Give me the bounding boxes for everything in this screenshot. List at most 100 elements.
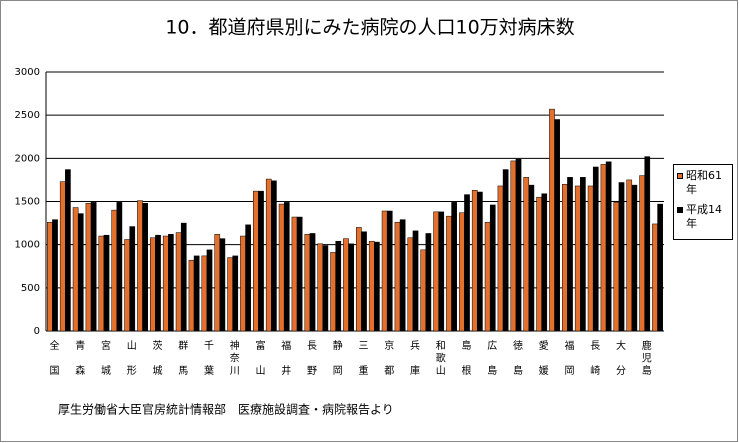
x-tick-label: 和歌山 xyxy=(433,340,445,378)
x-tick-label: 鹿児島 xyxy=(639,339,651,378)
legend-swatch xyxy=(677,207,683,213)
bar xyxy=(59,181,66,332)
bar xyxy=(278,203,285,332)
x-tick-label: 福岡 xyxy=(562,339,574,390)
bar xyxy=(562,183,568,332)
bar xyxy=(291,216,298,332)
bar xyxy=(155,234,161,332)
x-tick-label: 愛媛 xyxy=(536,339,548,390)
bar xyxy=(356,227,362,332)
bar xyxy=(412,230,419,332)
bar xyxy=(652,223,658,332)
bar xyxy=(322,245,329,332)
bar xyxy=(657,203,663,332)
bar xyxy=(497,185,504,332)
source-note: 厚生労働省大臣官房統計情報部 医療施設調査・病院報告より xyxy=(58,402,394,417)
legend-item: 平成14年 xyxy=(676,203,730,231)
bar xyxy=(394,221,401,332)
bar xyxy=(206,249,213,332)
x-tick-label: 広島 xyxy=(485,339,497,390)
x-tick-label: 山形 xyxy=(124,340,136,390)
bar xyxy=(433,211,439,332)
x-tick-label: 富山 xyxy=(253,339,265,390)
bar xyxy=(489,204,496,332)
bar xyxy=(515,158,522,332)
legend-label: 昭和61年 xyxy=(686,169,722,196)
bar xyxy=(464,194,470,332)
legend-item: 昭和61年 xyxy=(676,169,730,197)
y-tick-label: 0 xyxy=(34,326,40,337)
bar xyxy=(425,233,432,332)
legend: 昭和61年平成14年 xyxy=(673,164,733,240)
bar xyxy=(631,184,638,332)
bar xyxy=(150,237,156,332)
bar xyxy=(574,185,581,332)
bar xyxy=(188,259,195,332)
bar xyxy=(626,179,633,332)
bar xyxy=(510,160,517,332)
y-tick-label: 2000 xyxy=(15,153,40,164)
bar xyxy=(52,219,58,332)
y-tick-label: 3000 xyxy=(15,67,40,78)
x-tick-label: 福井 xyxy=(279,339,291,390)
bar xyxy=(304,234,311,332)
bar xyxy=(90,202,97,332)
bar xyxy=(605,161,612,332)
bar xyxy=(361,231,367,332)
bar xyxy=(374,241,380,332)
x-tick-label: 宮城 xyxy=(98,339,110,390)
bar xyxy=(592,166,599,332)
bar xyxy=(227,257,233,332)
bar xyxy=(72,207,79,332)
bar xyxy=(124,239,130,332)
bar xyxy=(137,200,143,332)
bar xyxy=(644,156,651,332)
bar xyxy=(309,233,316,332)
bar xyxy=(471,190,478,332)
x-tick-label: 徳島 xyxy=(510,339,522,390)
bar xyxy=(219,238,226,332)
bar xyxy=(335,240,342,332)
x-tick-label: 大分 xyxy=(613,339,625,390)
bar xyxy=(245,224,251,332)
bar xyxy=(330,252,336,332)
x-tick-label: 静岡 xyxy=(330,339,342,390)
bar xyxy=(618,182,625,332)
bar xyxy=(580,177,586,332)
bar xyxy=(317,243,324,332)
bar xyxy=(232,255,239,332)
bar xyxy=(162,235,169,332)
bar xyxy=(399,219,406,332)
bar xyxy=(240,235,246,332)
bar xyxy=(523,177,530,332)
legend-label: 平成14年 xyxy=(686,203,722,230)
bar xyxy=(502,169,509,332)
bar xyxy=(567,177,573,332)
bar xyxy=(142,202,148,332)
x-tick-label: 長野 xyxy=(304,340,316,390)
x-tick-label: 長崎 xyxy=(588,340,600,390)
x-tick-label: 京都 xyxy=(382,339,394,390)
y-tick-label: 2500 xyxy=(15,110,40,121)
x-tick-label: 千葉 xyxy=(201,340,213,390)
bar xyxy=(116,202,123,332)
bar xyxy=(85,202,92,332)
x-tick-label: 青森 xyxy=(73,339,85,390)
bar xyxy=(258,190,264,332)
bar xyxy=(528,184,535,332)
bar xyxy=(343,238,349,332)
x-tick-label: 神奈川 xyxy=(227,339,239,378)
bar xyxy=(587,185,594,332)
bar xyxy=(420,249,427,332)
bar xyxy=(484,221,491,332)
bar xyxy=(103,234,110,332)
bar xyxy=(438,211,445,332)
bar xyxy=(193,255,200,332)
x-tick-label: 兵庫 xyxy=(407,339,419,390)
bar xyxy=(477,191,483,332)
bar xyxy=(554,119,560,332)
bar xyxy=(168,234,174,332)
bar xyxy=(348,243,354,332)
